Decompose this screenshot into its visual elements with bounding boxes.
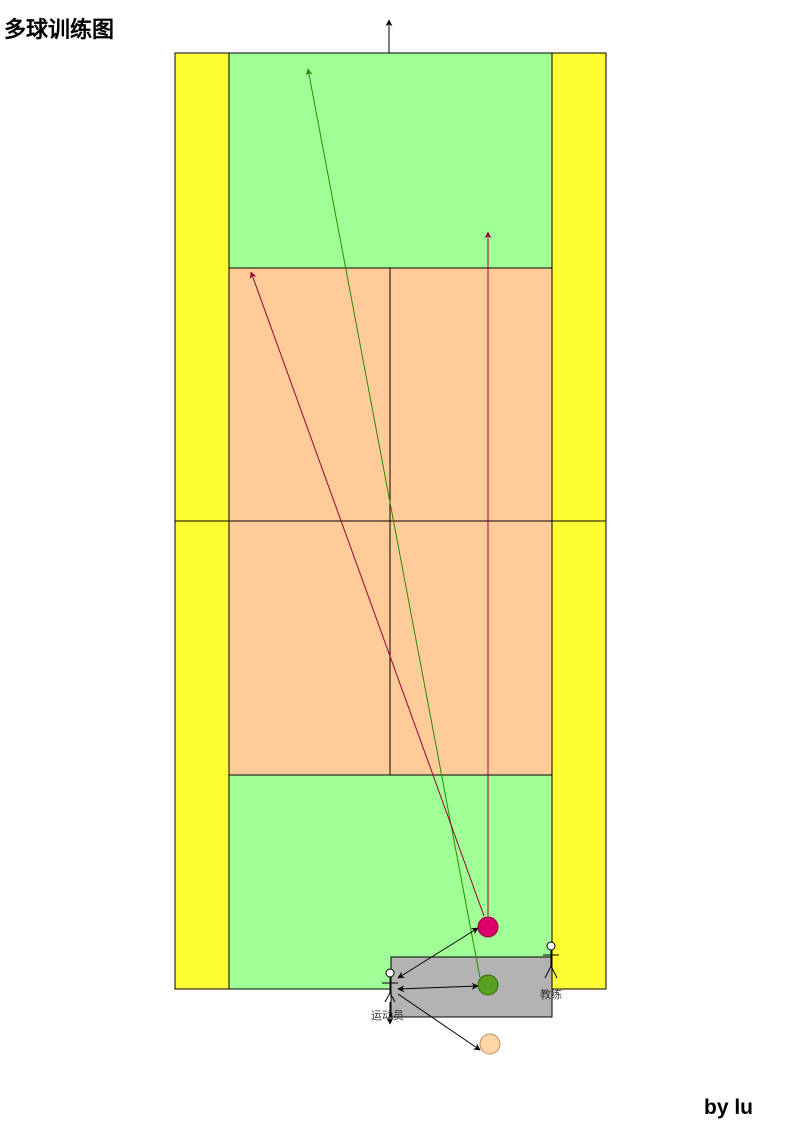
coach-area	[390, 956, 553, 1018]
move-arrow-to-peach	[397, 993, 481, 1051]
left-alley-top	[174, 52, 230, 522]
move-arrow-to-green	[397, 982, 479, 993]
left-alley-bottom	[174, 520, 230, 990]
coach-icon	[543, 941, 559, 979]
back-zone-bottom	[228, 774, 553, 990]
shot-arrow-crimson-cross	[249, 271, 485, 917]
right-alley-bottom	[551, 520, 607, 990]
move-arrow-to-magenta	[397, 927, 479, 979]
service-box-bottom-left	[228, 520, 391, 776]
athlete-label: 运动员	[371, 1009, 404, 1022]
ball-peach	[479, 1033, 501, 1055]
diagram-title: 多球训练图	[4, 18, 115, 43]
back-zone-top	[228, 52, 553, 269]
right-alley-top	[551, 52, 607, 522]
service-box-bottom-right	[389, 520, 553, 776]
athlete-icon	[382, 968, 398, 1025]
coach-label: 教练	[540, 987, 562, 1001]
ball-green	[477, 974, 499, 996]
ball-magenta	[477, 916, 499, 938]
footer-author: by lu	[704, 1096, 754, 1119]
service-box-top-left	[228, 267, 391, 522]
service-box-top-right	[389, 267, 553, 522]
